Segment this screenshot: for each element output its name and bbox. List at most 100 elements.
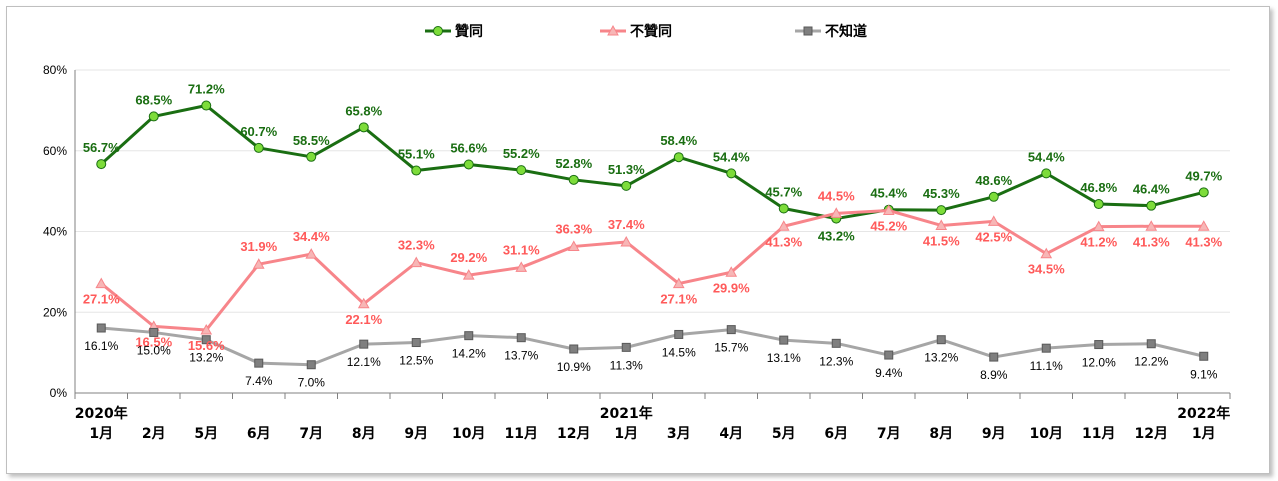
data-label: 41.5%	[923, 233, 960, 248]
data-point	[411, 165, 422, 176]
legend-item: 不知道	[795, 23, 867, 40]
data-point	[252, 258, 265, 269]
legend-label: 不贊同	[630, 23, 672, 40]
data-point	[830, 207, 843, 218]
data-point	[462, 269, 475, 280]
data-label: 71.2%	[188, 82, 225, 97]
series-group	[95, 100, 1210, 370]
data-point	[567, 240, 580, 251]
data-label: 45.2%	[870, 219, 907, 234]
data-label: 36.3%	[555, 221, 592, 236]
data-label: 10.9%	[557, 360, 591, 374]
data-point	[568, 174, 579, 185]
x-tick-label: 9月	[982, 426, 1006, 442]
data-point	[936, 335, 946, 345]
data-label: 15.6%	[188, 338, 225, 353]
data-label: 12.1%	[347, 355, 381, 369]
data-label: 15.0%	[137, 343, 171, 357]
x-tick-label: 8月	[352, 426, 376, 442]
data-point	[726, 325, 736, 335]
data-label: 29.9%	[713, 280, 750, 295]
series-line	[101, 326, 1205, 367]
data-point	[1146, 200, 1157, 211]
data-label: 9.1%	[1190, 367, 1218, 381]
x-tick-label: 3月	[667, 426, 691, 442]
data-point	[831, 338, 841, 348]
legend-item: 不贊同	[600, 23, 672, 40]
y-tick-label: 80%	[43, 63, 67, 77]
data-label: 12.3%	[819, 354, 853, 368]
data-point	[306, 151, 317, 162]
x-tick-label: 4月	[719, 426, 743, 442]
data-label: 16.5%	[135, 334, 172, 349]
x-tick-label: 8月	[929, 426, 953, 442]
data-point	[778, 203, 789, 214]
data-point	[569, 344, 579, 354]
legend-item: 贊同	[425, 23, 483, 40]
data-point	[1145, 220, 1158, 231]
data-label: 46.4%	[1133, 182, 1170, 197]
data-label: 37.4%	[608, 217, 645, 232]
x-tick-label: 7月	[299, 426, 323, 442]
x-tick-label: 12月	[1135, 426, 1168, 442]
data-point	[1199, 351, 1209, 361]
legend-label: 贊同	[455, 23, 483, 40]
data-label: 14.2%	[452, 347, 486, 361]
data-label: 41.3%	[1185, 234, 1222, 249]
data-point	[1198, 187, 1209, 198]
data-label: 31.9%	[240, 239, 277, 254]
x-tick-label: 10月	[452, 426, 485, 442]
data-point	[253, 142, 264, 153]
data-label: 13.1%	[767, 351, 801, 365]
data-label: 34.4%	[293, 229, 330, 244]
x-tick-label: 10月	[1030, 426, 1063, 442]
data-point	[777, 220, 790, 231]
data-point	[96, 159, 107, 170]
data-label: 41.2%	[1080, 235, 1117, 250]
data-point	[201, 100, 212, 111]
data-label: 34.5%	[1028, 262, 1065, 277]
x-tick-label: 7月	[877, 426, 901, 442]
data-label: 13.2%	[189, 351, 223, 365]
x-tick-label: 5月	[772, 426, 796, 442]
data-point	[726, 168, 737, 179]
x-tick-label: 11月	[505, 426, 538, 442]
data-point	[882, 204, 895, 216]
data-point	[254, 358, 264, 368]
data-point	[357, 297, 370, 309]
data-label: 7.4%	[245, 374, 273, 388]
data-label: 60.7%	[240, 124, 277, 139]
data-label: 46.8%	[1080, 180, 1117, 195]
data-label: 65.8%	[345, 103, 382, 118]
data-point	[779, 335, 789, 345]
chart-frame	[6, 6, 1270, 474]
data-point	[884, 350, 894, 360]
data-point	[96, 323, 106, 333]
data-point	[515, 261, 528, 272]
legend-marker	[803, 26, 813, 36]
data-label: 48.6%	[975, 173, 1012, 188]
data-point	[1041, 343, 1051, 353]
data-point	[936, 205, 947, 216]
data-label: 15.7%	[714, 341, 748, 355]
data-label: 45.4%	[870, 186, 907, 201]
x-axis: 2020年 1月 2月 5月 6月 7月 8月 9月 10月 11月 12月 2021年 1月 3月 4月 5…	[74, 70, 1231, 442]
data-labels: 56.7% 68.5% 71.2% 60.7% 58.5% 65.8% 55.1% 56.6%…	[83, 82, 1223, 390]
data-label: 27.1%	[660, 292, 697, 307]
x-tick-label: 1月	[1192, 426, 1216, 442]
data-label: 54.4%	[713, 149, 750, 164]
data-label: 14.5%	[662, 345, 696, 359]
data-point	[1040, 247, 1053, 259]
data-label: 41.3%	[1133, 234, 1170, 249]
data-label: 51.3%	[608, 162, 645, 177]
x-tick-label: 2月	[142, 426, 166, 442]
data-label: 68.5%	[135, 92, 172, 107]
data-point	[411, 338, 421, 348]
data-point	[200, 323, 213, 335]
data-point	[1093, 199, 1104, 210]
data-label: 12.0%	[1082, 356, 1116, 370]
data-point	[988, 191, 999, 202]
data-label: 58.5%	[293, 133, 330, 148]
data-label: 13.7%	[504, 349, 538, 363]
data-label: 9.4%	[875, 366, 903, 380]
